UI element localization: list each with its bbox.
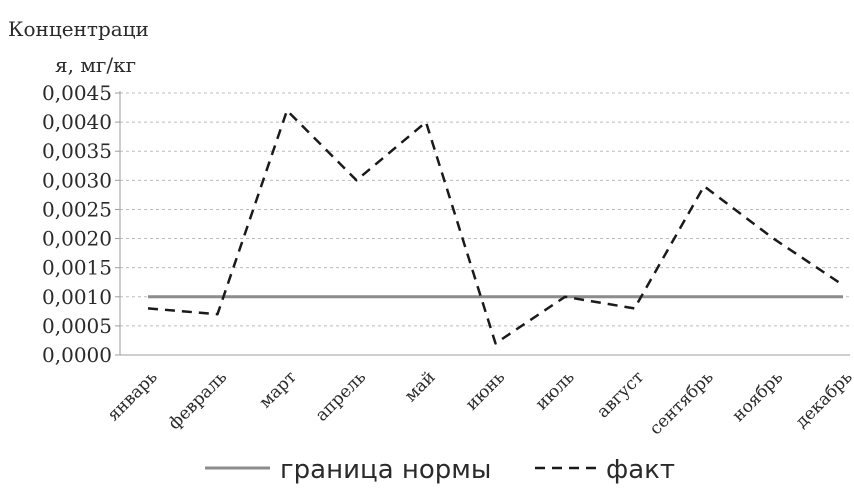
y-tick-label: 0,0015 xyxy=(42,256,112,280)
x-tick-label: июль xyxy=(532,367,579,414)
x-tick-label: сентябрь xyxy=(646,367,718,439)
legend: граница нормы факт xyxy=(205,455,675,485)
legend-label-fact: факт xyxy=(606,455,675,485)
y-tick-label: 0,0035 xyxy=(42,139,112,163)
y-tick-label: 0,0040 xyxy=(42,110,112,134)
x-tick-label: март xyxy=(256,367,301,412)
series-lines xyxy=(147,109,844,345)
y-axis-label: Концентраци я, мг/кг xyxy=(8,17,149,77)
x-tick-label: май xyxy=(401,367,440,406)
y-tick-label: 0,0020 xyxy=(42,227,112,251)
y-tick-label: 0,0045 xyxy=(42,81,112,105)
x-tick-label: февраль xyxy=(165,367,231,433)
series-line-fact xyxy=(147,109,844,345)
x-tick-label: апрель xyxy=(312,367,370,425)
grid-lines xyxy=(120,92,850,327)
y-tick-label: 0,0000 xyxy=(42,343,112,367)
x-tick-label: ноябрь xyxy=(729,367,787,425)
axes xyxy=(115,91,850,356)
x-tick-label: август xyxy=(593,367,648,422)
x-tick-label: июнь xyxy=(462,367,509,414)
y-tick-labels: 0,0000 0,0005 0,0010 0,0015 0,0020 0,0025 0,00… xyxy=(42,81,112,367)
x-tick-label: январь xyxy=(104,367,162,425)
y-tick-label: 0,0005 xyxy=(42,314,112,338)
y-axis-label-line-2: я, мг/кг xyxy=(55,53,136,77)
y-tick-label: 0,0025 xyxy=(42,197,112,221)
y-tick-label: 0,0010 xyxy=(42,285,112,309)
y-axis-label-line-1: Концентраци xyxy=(8,17,149,41)
x-tick-labels: январь февраль март апрель май июнь июль август… xyxy=(104,367,854,439)
x-tick-label: декабрь xyxy=(792,367,854,432)
y-tick-label: 0,0030 xyxy=(42,168,112,192)
legend-label-norm: граница нормы xyxy=(280,455,491,485)
